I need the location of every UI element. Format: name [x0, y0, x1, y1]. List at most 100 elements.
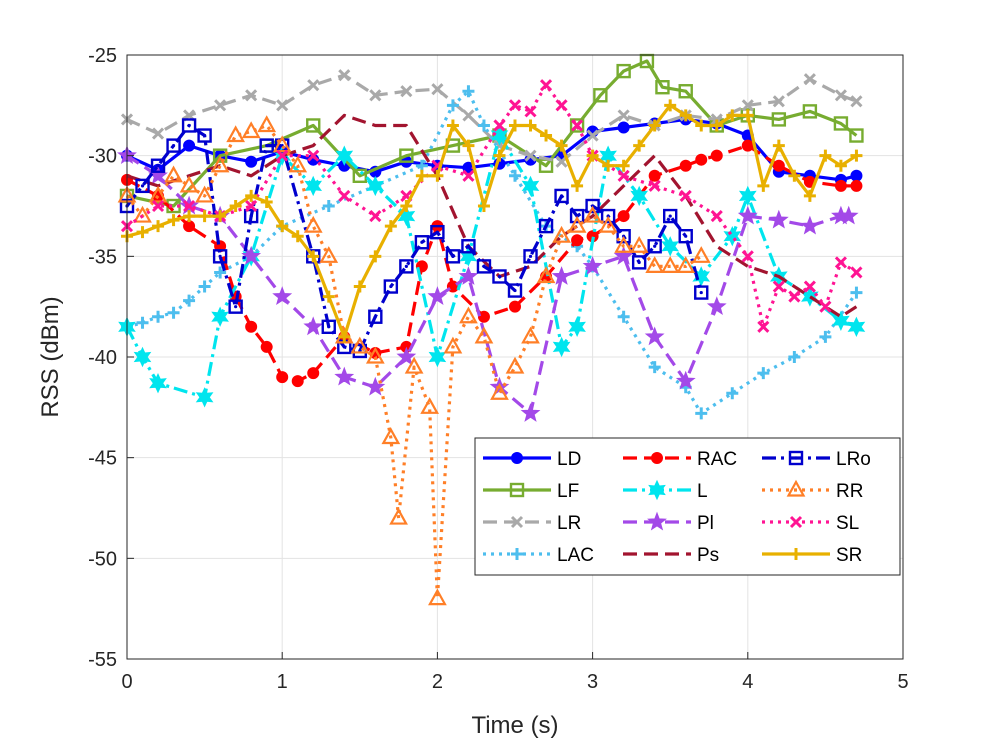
point-rr: [459, 306, 478, 324]
point-rr: [691, 246, 711, 263]
point-rr: [676, 256, 696, 273]
legend-marker: [789, 515, 803, 529]
point-lro: [321, 319, 336, 334]
y-tick-label: -30: [88, 146, 117, 168]
point-lr: [462, 109, 475, 122]
point-lr: [245, 89, 258, 102]
point-l: [661, 236, 680, 257]
legend-label: L: [697, 481, 708, 502]
point-lro: [181, 118, 197, 133]
legend-label: LAC: [557, 545, 594, 566]
point-sl: [757, 320, 770, 333]
point-rr: [164, 165, 183, 183]
point-l: [568, 316, 586, 337]
point-sr: [695, 119, 708, 132]
legend-label: LRo: [836, 449, 871, 470]
point-sr: [400, 200, 413, 212]
point-rr: [179, 175, 199, 193]
point-lr: [338, 69, 351, 82]
point-lr: [524, 149, 537, 162]
point-sl: [834, 256, 847, 269]
point-pl: [396, 346, 417, 366]
point-sr: [446, 119, 459, 132]
point-sl: [462, 169, 475, 182]
point-rac: [772, 159, 785, 172]
point-lro: [492, 269, 507, 284]
point-sr: [260, 195, 273, 208]
point-pl: [675, 370, 696, 390]
legend-item-sl: SL: [762, 513, 859, 534]
point-sl: [539, 79, 553, 92]
point-lac: [477, 119, 490, 132]
legend-item-lac: LAC: [483, 545, 594, 566]
point-rr: [389, 507, 408, 525]
legend-item-ld: LD: [483, 449, 581, 470]
point-ld: [245, 155, 258, 168]
axis-ticks: 0 1 2 3 4 5 -25 -30 -35 -40 -45 -50 -55: [88, 45, 908, 693]
series-line-lf: [126, 59, 858, 208]
point-lro: [383, 279, 399, 294]
point-sr: [586, 149, 599, 162]
legend-label: RR: [836, 481, 863, 502]
point-lr: [369, 89, 382, 102]
legend-item-lro: LRo: [762, 449, 871, 470]
legend-label: RAC: [697, 449, 737, 470]
point-rr: [319, 246, 339, 263]
point-lf: [616, 63, 631, 79]
point-lro: [212, 249, 228, 264]
point-sr: [369, 250, 382, 263]
point-sr: [648, 119, 661, 132]
point-lac: [167, 306, 180, 319]
legend: LD LF LR LAC RAC L Pl Ps LRo RR SL SR: [474, 437, 901, 576]
legend-marker: [786, 479, 806, 497]
series-layer: [117, 53, 866, 606]
point-lro: [414, 235, 430, 250]
point-lr: [617, 109, 630, 122]
series-l: [118, 125, 866, 408]
point-lr: [772, 95, 785, 108]
point-lr: [151, 127, 165, 140]
point-rac: [850, 179, 863, 192]
point-rr: [404, 356, 424, 374]
y-tick-label: -25: [88, 45, 117, 67]
point-pl: [458, 266, 479, 285]
point-rr: [552, 225, 571, 243]
point-l: [195, 387, 214, 408]
point-sr: [477, 200, 490, 212]
point-l: [490, 125, 509, 146]
series-lac: [121, 85, 863, 420]
point-lro: [445, 249, 461, 264]
y-tick-label: -45: [88, 448, 117, 470]
point-rac: [307, 367, 320, 380]
point-sl: [648, 179, 661, 192]
point-sr: [726, 109, 739, 122]
point-rr: [536, 266, 556, 284]
point-lro: [554, 188, 569, 204]
point-sl: [307, 149, 320, 162]
point-lac: [617, 310, 630, 323]
legend-label: Ps: [697, 545, 719, 566]
point-sr: [198, 210, 211, 223]
series-line-lac: [126, 89, 858, 415]
point-lf: [678, 84, 693, 99]
point-rac: [741, 139, 754, 152]
point-sr: [322, 290, 335, 303]
point-l: [738, 185, 757, 207]
point-sr: [353, 280, 366, 293]
point-rr: [195, 185, 214, 203]
point-rr: [288, 155, 308, 173]
point-sl: [850, 266, 863, 279]
point-lro: [399, 259, 414, 274]
point-l: [723, 226, 742, 247]
legend-marker: [790, 548, 802, 560]
point-pl: [644, 326, 665, 346]
point-rac: [834, 179, 847, 192]
point-pl: [582, 255, 603, 275]
point-rac: [291, 375, 304, 388]
point-lro: [523, 249, 538, 264]
point-sl: [493, 119, 506, 132]
point-sr: [307, 250, 320, 263]
point-rr: [428, 588, 447, 606]
point-pl: [334, 366, 355, 386]
point-lro: [663, 208, 678, 224]
